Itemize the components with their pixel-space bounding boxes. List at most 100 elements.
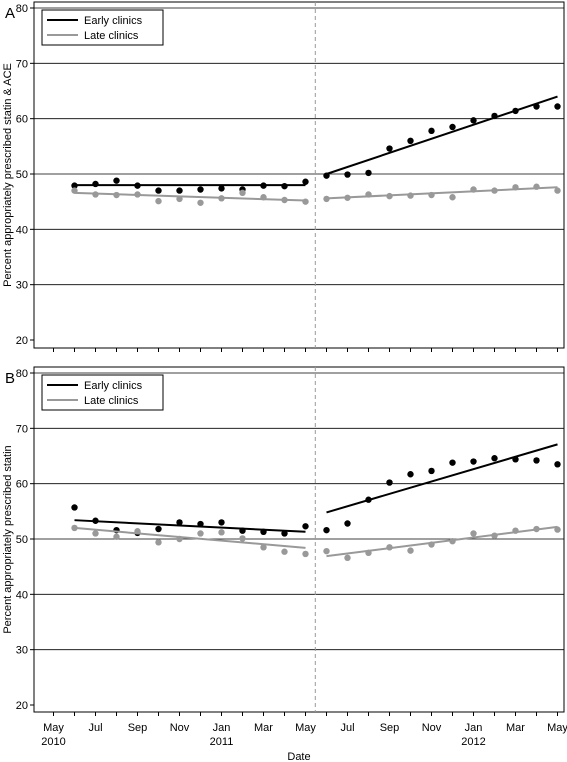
y-tick-label: 20	[16, 335, 28, 347]
y-tick-label: 40	[16, 224, 28, 236]
data-point	[197, 186, 204, 193]
data-point	[71, 187, 78, 194]
data-point	[407, 192, 414, 199]
y-axis-label: Percent appropriately prescribed statin …	[2, 63, 14, 287]
data-point	[386, 145, 393, 152]
data-point	[428, 467, 435, 475]
data-point	[554, 461, 561, 468]
data-point	[365, 549, 372, 557]
plot-frame	[33, 366, 565, 713]
data-point	[470, 117, 477, 124]
panel-label: B	[5, 370, 15, 387]
y-tick-label: 60	[16, 479, 28, 491]
trend-line	[74, 191, 306, 202]
legend-label: Early clinics	[84, 15, 143, 27]
data-point	[113, 191, 120, 199]
y-tick-label: 40	[16, 589, 28, 601]
y-tick-label: 70	[16, 423, 28, 435]
data-point	[323, 526, 330, 534]
data-point	[449, 123, 456, 131]
x-tick-year: 2011	[210, 736, 234, 748]
x-axis: May 2010 Jul Sep Nov Jan 2011 Mar May Jul Sep Nov Ja…	[41, 722, 567, 762]
data-point	[134, 191, 141, 198]
x-tick-label: Mar	[506, 722, 525, 734]
data-point	[323, 547, 330, 555]
data-point	[449, 459, 456, 466]
y-tick-label: 80	[16, 3, 28, 15]
x-axis-label: Date	[287, 751, 310, 762]
data-point	[197, 199, 204, 206]
x-tick-label: May	[547, 722, 567, 734]
x-tick-label: May	[43, 722, 64, 734]
data-point	[512, 456, 519, 463]
data-point	[344, 554, 351, 562]
y-tick-label: 80	[16, 368, 28, 380]
data-point	[155, 539, 162, 546]
data-point	[260, 528, 267, 536]
data-point	[449, 538, 456, 545]
data-point	[428, 127, 435, 135]
series-late-clinics	[71, 524, 561, 562]
data-point	[281, 182, 288, 190]
plot-frame	[33, 1, 565, 349]
data-point	[92, 530, 99, 537]
data-point	[239, 535, 246, 542]
x-tick-label: Jan	[465, 722, 483, 734]
data-point	[365, 496, 372, 503]
y-tick-label: 50	[16, 169, 28, 181]
data-point	[407, 471, 414, 478]
panel-b: 20 30 40 50 60 70 80 Percent appropriately pres…	[2, 366, 565, 716]
data-point	[239, 527, 246, 534]
x-tick-label: Nov	[422, 722, 442, 734]
data-point	[533, 103, 540, 110]
data-point	[365, 169, 372, 177]
data-point	[71, 504, 78, 511]
x-tick-year: 2010	[41, 736, 65, 748]
data-point	[512, 107, 519, 115]
data-point	[428, 191, 435, 199]
series-early-clinics	[71, 95, 561, 194]
data-point	[281, 196, 288, 204]
data-point	[155, 197, 162, 205]
x-tick-label: Sep	[380, 722, 400, 734]
data-point	[533, 525, 540, 533]
data-point	[239, 189, 246, 197]
data-point	[134, 528, 141, 535]
data-point	[428, 541, 435, 548]
data-point	[470, 186, 477, 193]
legend-label: Early clinics	[84, 380, 143, 392]
data-point	[302, 178, 309, 185]
legend-box	[41, 9, 164, 46]
panel-a: 20 30 40 50 60 70 80 Percent appropriately pres…	[2, 1, 565, 352]
data-point	[344, 520, 351, 527]
data-point	[533, 457, 540, 464]
data-point	[323, 195, 330, 203]
data-point	[155, 187, 162, 194]
data-point	[533, 183, 540, 190]
data-point	[386, 192, 393, 200]
data-point	[344, 171, 351, 178]
trend-line	[74, 519, 306, 533]
x-tick-label: Sep	[128, 722, 148, 734]
legend-box	[41, 374, 164, 411]
y-tick-label: 30	[16, 280, 28, 292]
data-point	[155, 525, 162, 533]
legend-label: Late clinics	[84, 395, 139, 407]
data-point	[176, 535, 183, 543]
data-point	[260, 194, 267, 201]
data-point	[344, 194, 351, 201]
legend: Early clinics Late clinics	[41, 374, 164, 411]
data-point	[449, 194, 456, 201]
x-tick-label: Jul	[340, 722, 354, 734]
data-point	[218, 195, 225, 202]
data-point	[323, 172, 330, 179]
data-point	[386, 479, 393, 486]
data-point	[365, 191, 372, 198]
x-tick-label: Jan	[213, 722, 231, 734]
trend-line	[74, 526, 306, 549]
trend-line	[326, 186, 558, 200]
series-early-clinics	[71, 443, 561, 537]
trend-line	[326, 525, 558, 558]
y-tick-label: 70	[16, 58, 28, 70]
